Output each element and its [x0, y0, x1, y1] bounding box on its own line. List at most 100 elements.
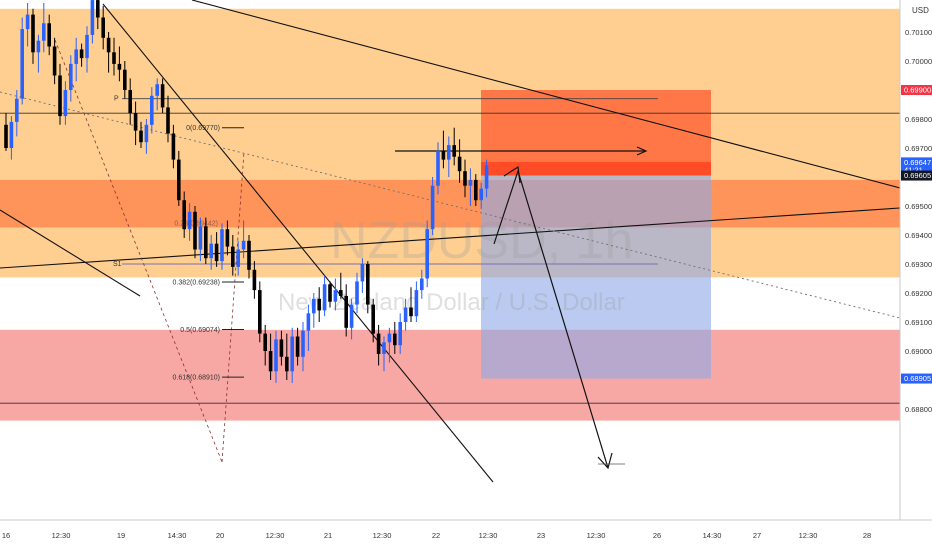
candle-body — [263, 333, 267, 351]
candle — [47, 14, 51, 56]
candle-body — [479, 188, 483, 201]
candle — [139, 121, 143, 148]
candle-body — [393, 333, 397, 346]
candle — [425, 220, 429, 288]
candle-body — [63, 90, 68, 117]
candle — [193, 206, 197, 259]
candle — [150, 87, 154, 134]
candle-body — [441, 150, 446, 160]
candle-body — [285, 356, 289, 372]
candle — [101, 5, 105, 50]
price-tag-label: 0.68905 — [904, 374, 931, 383]
candle — [274, 330, 278, 383]
price-tag-label: 0.69900 — [904, 86, 931, 95]
candle — [117, 46, 122, 82]
candle — [106, 32, 111, 73]
candle — [231, 235, 235, 276]
candle-body — [403, 307, 408, 322]
price-tag-label: 0.69605 — [904, 171, 931, 180]
candle-body — [268, 351, 273, 372]
candle — [463, 159, 467, 198]
short-position-tool[interactable] — [481, 90, 711, 379]
candle-body — [295, 336, 300, 357]
pink-zone — [0, 329, 900, 421]
trend-drawings[interactable] — [0, 0, 900, 483]
watermark-symbol: NZDUSD, 1h — [330, 212, 633, 270]
candle — [69, 55, 73, 102]
candle — [42, 3, 46, 53]
candle-body — [225, 229, 230, 247]
candle — [371, 298, 375, 343]
candle — [403, 298, 408, 331]
price-tick-label: 0.69100 — [905, 318, 932, 327]
time-axis[interactable] — [0, 520, 932, 550]
price-tick-label: 0.69800 — [905, 115, 932, 124]
candle — [382, 336, 386, 372]
time-tick-label: 21 — [324, 531, 332, 540]
price-axis[interactable] — [900, 0, 932, 550]
candle — [63, 81, 68, 125]
candle-body — [420, 278, 424, 291]
candle-body — [274, 339, 278, 372]
pivot-p-label: P — [114, 96, 119, 103]
currency-label: USD — [912, 6, 929, 15]
lower-trendline[interactable] — [0, 207, 900, 269]
price-tick-label: 0.70100 — [905, 28, 932, 37]
candle — [247, 235, 251, 279]
candle-body — [231, 246, 235, 267]
candle-body — [209, 243, 213, 259]
candle-body — [69, 63, 73, 90]
time-tick-label: 14:30 — [168, 531, 187, 540]
candle-body — [58, 75, 62, 117]
time-tick-label: 12:30 — [799, 531, 818, 540]
candle-body — [241, 240, 246, 250]
stop-loss-box[interactable] — [481, 90, 711, 176]
candle-body — [101, 17, 105, 38]
candle-body — [166, 107, 170, 134]
fibonacci-retracement[interactable]: 0(0.69770) 0.382(0.69238) 0.5(0.69074) 0.61… — [173, 125, 244, 382]
candle-body — [387, 333, 392, 343]
candle — [301, 322, 305, 372]
down-arrow[interactable] — [517, 170, 609, 469]
candle-body — [452, 145, 456, 157]
short-trendline[interactable] — [0, 209, 141, 297]
candle — [74, 37, 78, 82]
candle — [452, 127, 456, 166]
fib-level-label: 0(0.69770) — [186, 125, 220, 132]
candle — [290, 327, 294, 383]
upper-trendline[interactable] — [191, 0, 900, 189]
support-resistance-zones — [0, 8, 900, 421]
time-tick-label: 23 — [537, 531, 545, 540]
candle-body — [42, 23, 46, 41]
candle — [177, 150, 181, 206]
candle — [133, 101, 138, 146]
time-tick-label: 16 — [2, 531, 10, 540]
candle — [468, 168, 473, 206]
candle-body — [252, 269, 257, 291]
candle-body — [171, 133, 176, 160]
candle-body — [214, 243, 219, 262]
candle-body — [457, 156, 462, 172]
descending-trendline[interactable] — [102, 3, 494, 483]
candle-body — [425, 229, 429, 279]
take-profit-box[interactable] — [481, 175, 711, 379]
up-arrow-head — [503, 165, 521, 184]
candle — [160, 78, 165, 114]
candle — [366, 261, 370, 314]
price-tag — [901, 85, 932, 95]
candle-body — [150, 95, 154, 125]
candle — [31, 8, 35, 64]
price-tag — [901, 157, 932, 175]
candle-body — [133, 113, 138, 131]
candle — [225, 220, 230, 256]
candle — [339, 272, 343, 299]
candle-body — [52, 46, 57, 76]
candle — [474, 174, 478, 206]
fib-dashed-leg-2[interactable] — [221, 151, 245, 463]
fib-dashed-leg-1[interactable] — [54, 39, 223, 463]
up-arrow[interactable] — [493, 170, 519, 245]
price-tag — [901, 170, 932, 181]
candle — [409, 287, 413, 322]
candle-body — [366, 264, 370, 305]
